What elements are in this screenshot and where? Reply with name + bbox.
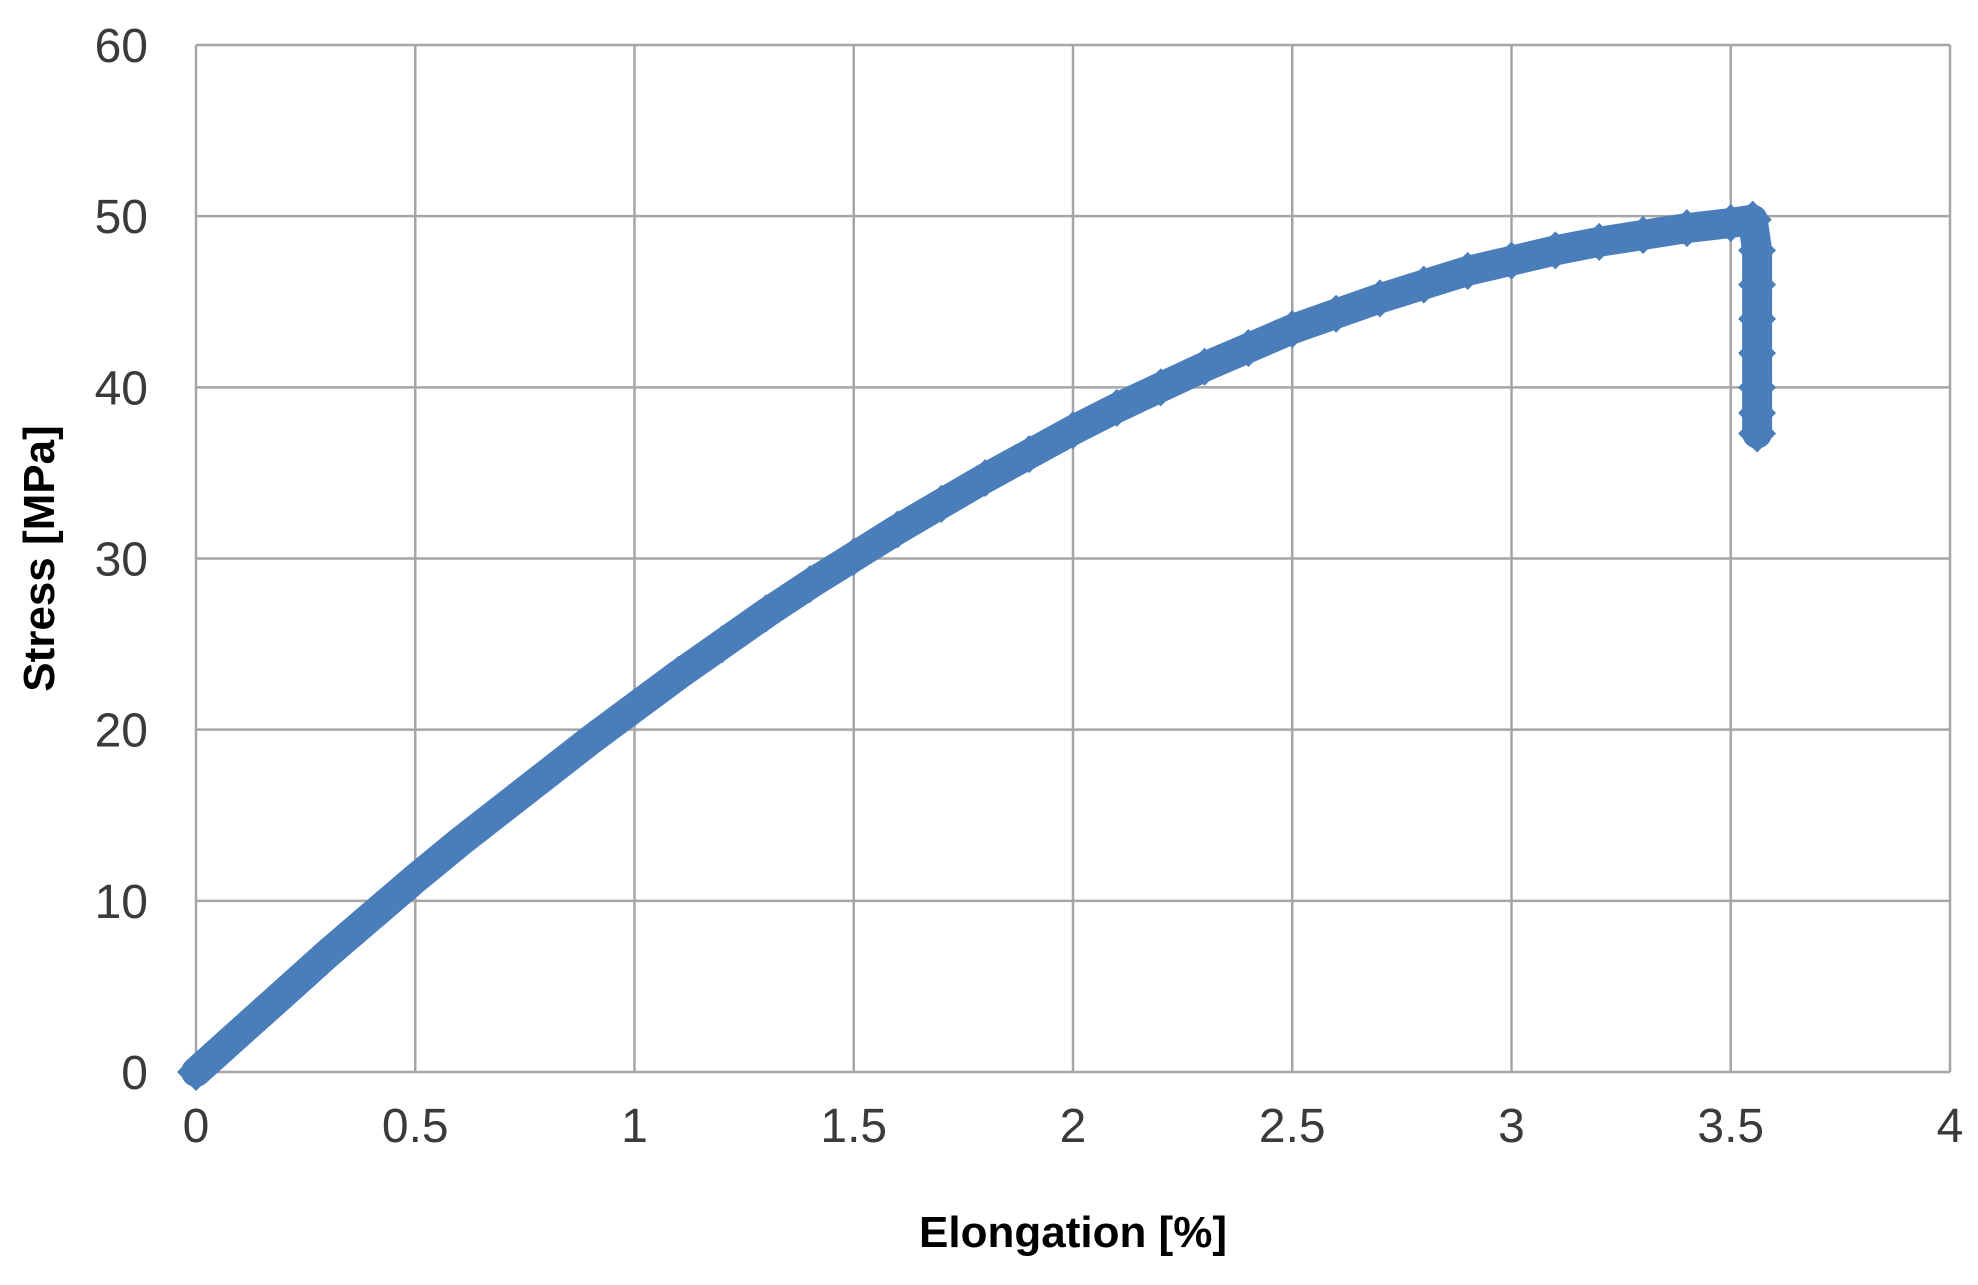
data-point-marker (1273, 310, 1312, 349)
data-point-marker (1097, 388, 1136, 427)
data-point-marker (308, 934, 347, 973)
data-point-marker (396, 859, 435, 898)
data-point-marker (1492, 241, 1531, 280)
data-point-marker (1738, 334, 1777, 373)
data-point-marker (1010, 435, 1049, 474)
data-point-marker (922, 484, 961, 523)
data-point-marker (264, 974, 303, 1013)
data-point-marker (1229, 328, 1268, 367)
data-point-marker (1738, 414, 1777, 453)
data-point-marker (747, 594, 786, 633)
y-tick-label: 30 (95, 534, 148, 587)
data-point-marker (220, 1013, 259, 1052)
x-tick-label: 3 (1498, 1100, 1525, 1153)
series-line (181, 204, 1773, 1087)
y-tick-label: 40 (95, 362, 148, 415)
data-point-marker (1185, 347, 1224, 386)
data-point-marker (659, 655, 698, 694)
data-point-marker (1580, 222, 1619, 261)
data-point-marker (1738, 394, 1777, 433)
data-point-marker (790, 565, 829, 604)
data-point-marker (352, 897, 391, 936)
data-point-marker (483, 789, 522, 828)
data-point-marker (1448, 251, 1487, 290)
data-point-marker (834, 537, 873, 576)
grid (194, 43, 1952, 1074)
data-point-marker (1536, 231, 1575, 270)
data-point-marker (703, 625, 742, 664)
data-point-marker (1360, 279, 1399, 318)
data-point-marker (527, 755, 566, 794)
x-tick-label: 4 (1937, 1100, 1964, 1153)
x-tick-label: 0 (183, 1100, 210, 1153)
data-point-marker (1624, 215, 1663, 254)
x-tick-label: 2 (1060, 1100, 1087, 1153)
x-tick-label: 3.5 (1697, 1100, 1764, 1153)
data-point-marker (878, 510, 917, 549)
y-tick-label: 10 (95, 876, 148, 929)
x-axis-title: Elongation [%] (919, 1208, 1227, 1257)
data-point-marker (1317, 294, 1356, 333)
data-point-marker (1738, 299, 1777, 338)
data-point-marker (615, 688, 654, 727)
data-series (177, 200, 1777, 1091)
data-point-marker (1733, 200, 1772, 239)
data-point-marker (1404, 265, 1443, 304)
y-tick-label: 20 (95, 705, 148, 758)
data-point-marker (571, 720, 610, 759)
data-point-marker (177, 1053, 215, 1091)
x-tick-label: 0.5 (382, 1100, 449, 1153)
data-point-marker (966, 459, 1005, 498)
y-tick-label: 50 (95, 191, 148, 244)
data-point-marker (1738, 231, 1777, 270)
y-axis-title: Stress [MPa] (15, 425, 64, 692)
data-point-marker (1141, 368, 1180, 407)
data-point-marker (1054, 411, 1092, 450)
data-point-marker (440, 823, 479, 862)
y-tick-label: 60 (95, 20, 148, 73)
y-tick-label: 0 (121, 1047, 148, 1100)
data-point-marker (1667, 209, 1706, 248)
x-tick-label: 1 (621, 1100, 648, 1153)
data-point-marker (1738, 265, 1777, 304)
x-tick-label: 2.5 (1259, 1100, 1326, 1153)
x-tick-label: 1.5 (820, 1100, 887, 1153)
data-point-marker (1738, 368, 1777, 407)
